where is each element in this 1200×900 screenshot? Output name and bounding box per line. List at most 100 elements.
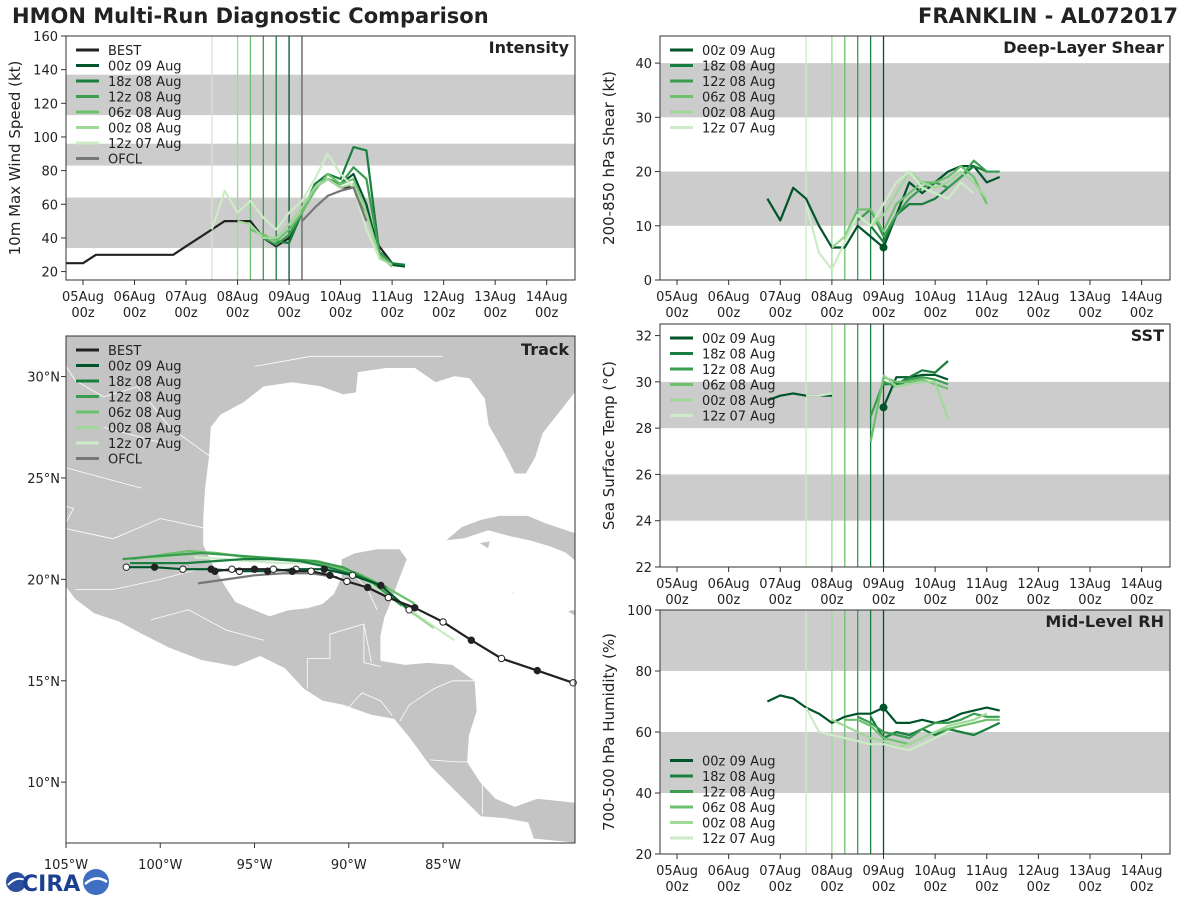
x-tick-label: 11Aug [966, 290, 1008, 305]
track-point-best [343, 577, 351, 586]
x-tick-sublabel: 00z [665, 880, 689, 895]
legend-label-12z-08-aug: 12z 08 Aug [108, 91, 182, 106]
x-tick-sublabel: 00z [717, 593, 741, 608]
x-tick-sublabel: 00z [1078, 593, 1102, 608]
lon-tick-label: 105°W [44, 858, 88, 873]
y-tick-label: 40 [635, 787, 652, 802]
panel-title: Track [521, 340, 569, 359]
y-tick-label: 32 [635, 330, 652, 345]
lon-tick-label: 95°W [237, 858, 273, 873]
x-tick-label: 14Aug [1121, 290, 1163, 305]
x-tick-label: 06Aug [708, 864, 750, 879]
legend-label-12z-07-aug: 12z 07 Aug [702, 122, 776, 137]
legend-label-18z-08-aug: 18z 08 Aug [702, 348, 776, 363]
y-tick-label: 10 [635, 220, 652, 235]
y-tick-label: 28 [635, 422, 652, 437]
land-cayman [509, 591, 517, 594]
track-point-best [363, 583, 372, 592]
band-0 [660, 474, 1170, 521]
panel-title: Mid-Level RH [1045, 612, 1164, 631]
x-tick-label: 09Aug [268, 290, 310, 305]
x-tick-label: 07Aug [759, 864, 801, 879]
x-tick-label: 06Aug [708, 290, 750, 305]
series-ofcl [301, 186, 368, 222]
legend-label-00z-09-aug: 00z 09 Aug [108, 360, 182, 375]
border-9 [150, 609, 265, 641]
legend-label-12z-08-aug: 12z 08 Aug [702, 363, 776, 378]
border-11 [103, 426, 180, 448]
seal-icon [83, 869, 109, 895]
track-point-00z-09-aug [377, 581, 385, 590]
y-tick-label: 60 [635, 726, 652, 741]
panel-title: Deep-Layer Shear [1003, 38, 1164, 57]
y-tick-label: 30 [635, 111, 652, 126]
plot-frame [659, 323, 1171, 568]
x-tick-sublabel: 00z [226, 306, 250, 321]
legend-label-00z-09-aug: 00z 09 Aug [702, 755, 776, 770]
x-tick-label: 11Aug [371, 290, 413, 305]
y-tick-label: 30 [635, 376, 652, 391]
x-tick-sublabel: 00z [975, 593, 999, 608]
y-tick-label: 100 [627, 604, 652, 619]
series-12z-07-aug [210, 152, 381, 259]
x-tick-label: 05Aug [656, 290, 698, 305]
y-tick-label: 80 [635, 665, 652, 680]
y-axis-label: 200-850 hPa Shear (kt) [600, 71, 618, 245]
land-isla-juventud [477, 540, 491, 550]
panel-title: SST [1131, 326, 1164, 345]
legend-label-00z-08-aug: 00z 08 Aug [108, 422, 182, 437]
x-tick-sublabel: 00z [535, 306, 559, 321]
border-13 [254, 355, 443, 367]
y-axis-label: 700-500 hPa Humidity (%) [600, 633, 618, 831]
page-title: HMON Multi-Run Diagnostic Comparison [12, 4, 489, 28]
legend-label-18z-08-aug: 18z 08 Aug [108, 375, 182, 390]
lon-tick-label: 100°W [138, 858, 182, 873]
track-best [214, 568, 574, 684]
legend-label-12z-07-aug: 12z 07 Aug [702, 832, 776, 847]
legend-label-00z-08-aug: 00z 08 Aug [702, 394, 776, 409]
legend-label-12z-08-aug: 12z 08 Aug [702, 75, 776, 90]
x-tick-sublabel: 00z [1027, 880, 1051, 895]
x-tick-sublabel: 00z [277, 306, 301, 321]
track-point-best [288, 567, 296, 575]
band-1 [660, 63, 1170, 118]
x-tick-label: 13Aug [1069, 290, 1111, 305]
band-1 [66, 143, 575, 166]
storm-title: FRANKLIN - AL072017 [917, 4, 1178, 28]
y-tick-label: 40 [41, 232, 58, 247]
legend-label-18z-08-aug: 18z 08 Aug [702, 770, 776, 785]
track-point-best [211, 567, 219, 575]
x-tick-label: 05Aug [656, 864, 698, 879]
x-tick-label: 10Aug [914, 290, 956, 305]
x-tick-label: 05Aug [656, 577, 698, 592]
border-4 [399, 680, 476, 722]
border-5 [429, 759, 468, 763]
y-tick-label: 20 [41, 266, 58, 281]
x-tick-sublabel: 00z [483, 306, 507, 321]
panel-rh: 2040608010005Aug00z06Aug00z07Aug00z08Aug… [600, 604, 1171, 895]
x-tick-label: 14Aug [526, 290, 568, 305]
x-tick-label: 12Aug [1017, 290, 1059, 305]
track-point-best [497, 654, 506, 663]
y-tick-label: 100 [33, 131, 58, 146]
x-tick-sublabel: 00z [769, 306, 793, 321]
x-tick-sublabel: 00z [820, 880, 844, 895]
legend-label-06z-08-aug: 06z 08 Aug [702, 801, 776, 816]
x-tick-label: 08Aug [811, 864, 853, 879]
border-3 [348, 692, 393, 716]
x-tick-sublabel: 00z [717, 306, 741, 321]
lon-tick-label: 85°W [425, 858, 461, 873]
x-tick-sublabel: 00z [820, 306, 844, 321]
y-tick-label: 140 [33, 64, 58, 79]
track-point-best [411, 604, 419, 612]
x-tick-label: 08Aug [217, 290, 259, 305]
lat-tick-label: 20°N [27, 573, 60, 588]
y-tick-label: 20 [635, 848, 652, 863]
cira-logo: CIRA [6, 869, 109, 897]
legend-label-00z-09-aug: 00z 09 Aug [702, 44, 776, 59]
x-tick-sublabel: 00z [717, 880, 741, 895]
panel-title: Intensity [489, 38, 570, 57]
x-tick-label: 11Aug [966, 577, 1008, 592]
